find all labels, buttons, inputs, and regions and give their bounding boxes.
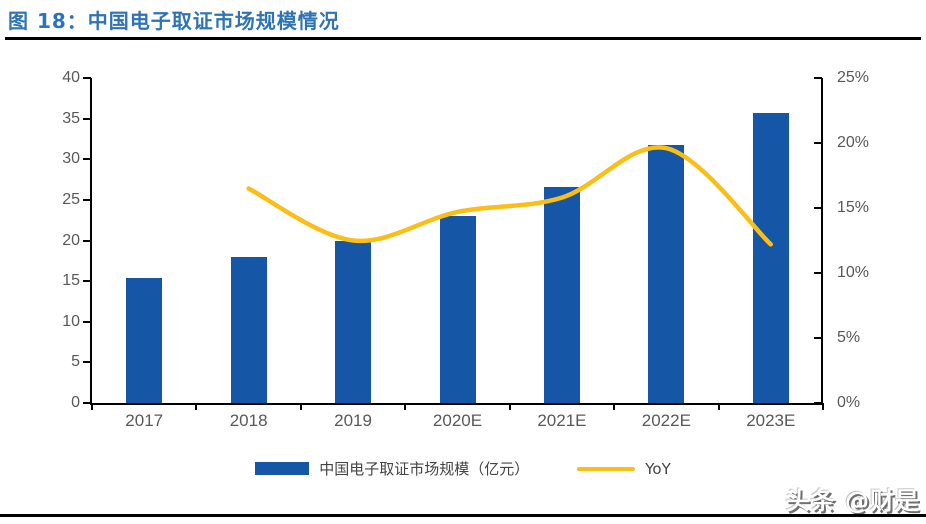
x-axis-tick-mark [404, 403, 407, 410]
legend-item-yoy: YoY [577, 460, 671, 478]
right-axis-tick-label: 0% [837, 394, 861, 411]
right-axis-tick-mark [814, 142, 822, 144]
watermark: 头条 @财是 [785, 487, 920, 515]
bar-2019 [335, 241, 372, 403]
bar-2022E [648, 144, 685, 403]
left-axis-tick-mark [83, 117, 91, 120]
left-axis-tick-label: 25 [62, 190, 80, 208]
legend-bar-swatch-icon [255, 462, 310, 475]
right-axis-tick-mark [814, 337, 822, 339]
figure-title: 图 18：中国电子取证市场规模情况 [8, 9, 340, 33]
left-axis-tick-mark [83, 77, 91, 79]
bar-2017 [126, 277, 163, 403]
title-underline [5, 37, 921, 40]
left-axis-tick-label: 40 [62, 69, 80, 86]
right-axis-tick-label: 10% [837, 264, 870, 281]
left-axis-tick-mark [83, 402, 91, 404]
right-axis-tick-mark [814, 272, 822, 274]
x-axis-label-2018: 2018 [229, 411, 268, 430]
x-axis-tick-mark [717, 403, 720, 410]
x-axis-label-2017: 2017 [125, 411, 164, 430]
left-axis-tick-mark [83, 198, 91, 201]
left-axis-tick-label: 0 [71, 394, 80, 411]
bar-2023E [752, 112, 789, 403]
legend-label-market-size: 中国电子取证市场规模（亿元） [319, 460, 530, 478]
left-axis-tick-label: 20 [62, 231, 80, 249]
right-axis-tick-mark [814, 207, 822, 209]
right-axis-tick-label: 15% [837, 199, 870, 216]
chart-legend: 中国电子取证市场规模（亿元） YoY [0, 458, 926, 479]
x-axis-label-2019: 2019 [334, 411, 372, 430]
right-axis-tick-label: 5% [837, 329, 861, 346]
legend-label-yoy: YoY [645, 459, 671, 478]
bar-2018 [230, 256, 267, 403]
right-axis-tick-label: 25% [837, 69, 870, 86]
left-axis-tick-mark [83, 239, 91, 242]
legend-item-market-size: 中国电子取证市场规模（亿元） [255, 458, 529, 479]
legend-line-swatch-icon [577, 466, 636, 471]
right-axis-tick-mark [814, 77, 822, 79]
left-axis-tick-label: 30 [62, 150, 80, 168]
x-axis-tick-mark [613, 403, 616, 410]
bar-2020E [439, 216, 476, 403]
x-axis-label-2022E: 2022E [641, 411, 691, 430]
right-axis-tick-mark [814, 402, 822, 404]
left-axis-tick-label: 35 [62, 109, 80, 127]
right-axis-tick-label: 20% [837, 134, 870, 151]
x-axis-label-2021E: 2021E [537, 411, 587, 430]
left-axis-tick-label: 10 [62, 312, 80, 330]
left-axis-tick-mark [83, 158, 91, 161]
x-axis-label-2023E: 2023E [746, 411, 796, 430]
x-axis-tick-mark [91, 403, 93, 410]
left-axis-line [90, 78, 92, 405]
right-axis-line [821, 78, 823, 405]
left-axis-tick-mark [83, 361, 91, 364]
x-axis-tick-mark [299, 403, 302, 410]
left-axis-tick-mark [83, 280, 91, 283]
x-axis-tick-mark [195, 403, 198, 410]
left-axis-tick-mark [83, 320, 91, 323]
left-axis-tick-label: 5 [71, 353, 80, 371]
bar-2021E [543, 186, 580, 403]
x-axis-tick-mark [508, 403, 511, 410]
bottom-axis-line [90, 403, 823, 405]
x-axis-tick-mark [822, 403, 824, 410]
x-axis-label-2020E: 2020E [432, 411, 483, 430]
bottom-rule [0, 514, 926, 517]
left-axis-tick-label: 15 [62, 272, 80, 290]
